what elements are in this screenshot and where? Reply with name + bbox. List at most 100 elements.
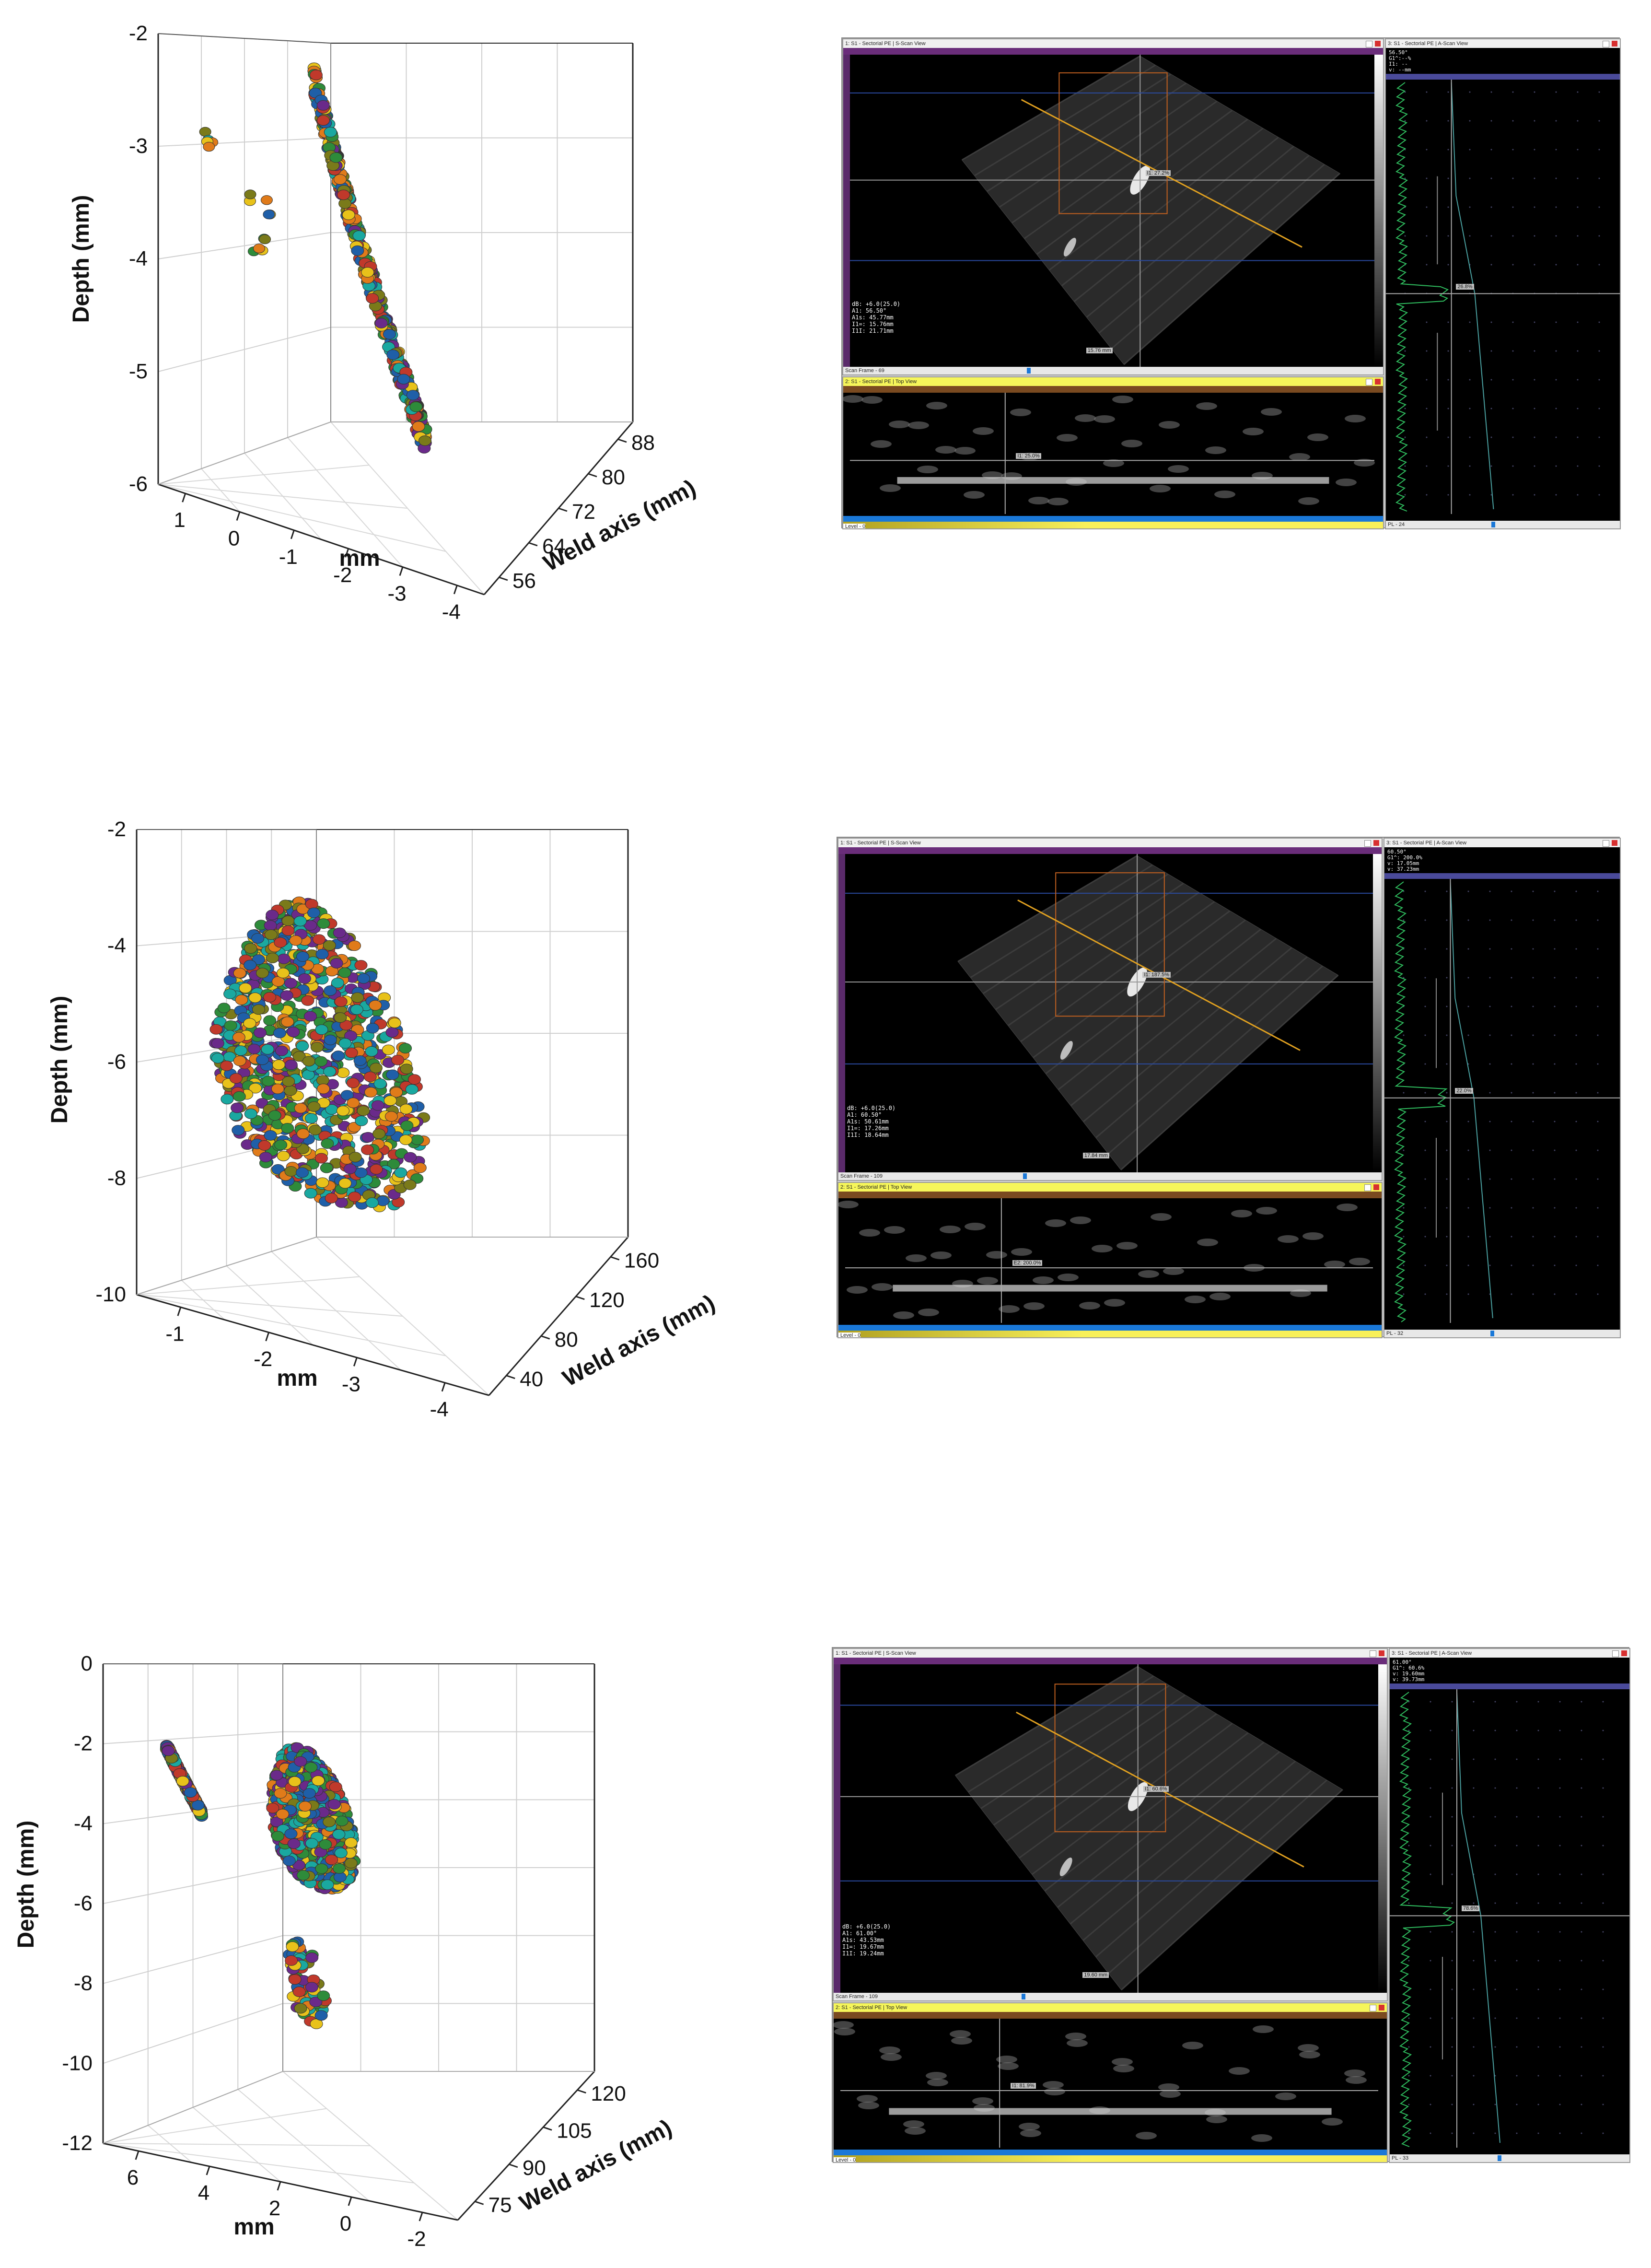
close-icon[interactable] bbox=[1379, 2005, 1384, 2011]
top-view-indication bbox=[964, 491, 985, 499]
grid-dot bbox=[1559, 2075, 1561, 2077]
data-point bbox=[353, 1055, 367, 1066]
maximize-icon[interactable] bbox=[1603, 840, 1609, 847]
grid-dot bbox=[1467, 1149, 1469, 1151]
top-view-indication bbox=[889, 421, 910, 428]
close-icon[interactable] bbox=[1612, 41, 1617, 47]
window-title: 3: S1 - Sectorial PE | A-Scan View bbox=[1388, 41, 1468, 47]
grid-dot bbox=[1467, 977, 1469, 979]
scroll-bar[interactable] bbox=[838, 1325, 1382, 1331]
close-icon[interactable] bbox=[1621, 1650, 1627, 1656]
close-icon[interactable] bbox=[1375, 379, 1381, 385]
grid-dot bbox=[1532, 1149, 1534, 1151]
maximize-icon[interactable] bbox=[1612, 1650, 1619, 1657]
grid-dot bbox=[1473, 2075, 1475, 2077]
pl-status[interactable]: PL - 24 bbox=[1386, 521, 1620, 528]
grid-dot bbox=[1602, 1758, 1604, 1760]
level-bar[interactable]: Level - 0 bbox=[838, 1331, 1382, 1337]
top-view-indication bbox=[1243, 428, 1264, 435]
readout-line: v: 19.60mm bbox=[1393, 1671, 1425, 1677]
data-point bbox=[288, 1974, 302, 1985]
close-icon[interactable] bbox=[1612, 840, 1617, 846]
x-tick-label: -2 bbox=[407, 2227, 426, 2251]
data-point bbox=[338, 1178, 352, 1189]
grid-dot bbox=[1490, 149, 1492, 151]
scan-frame-status[interactable]: Scan Frame - 109 bbox=[834, 1993, 1387, 2000]
grid-dot bbox=[1446, 1034, 1448, 1036]
grid-dot bbox=[1516, 1931, 1518, 1933]
ut-screenshot-top: 1: S1 - Sectorial PE | S-Scan View I1: 27… bbox=[841, 37, 1621, 529]
close-icon[interactable] bbox=[1375, 41, 1381, 47]
pl-slider-thumb[interactable] bbox=[1498, 2155, 1501, 2161]
close-icon[interactable] bbox=[1373, 1184, 1379, 1190]
sector-beam bbox=[970, 864, 1153, 979]
close-icon[interactable] bbox=[1373, 840, 1379, 846]
scan-frame-slider-thumb[interactable] bbox=[1026, 368, 1031, 374]
data-point bbox=[319, 1839, 332, 1850]
gridline bbox=[158, 465, 370, 485]
data-point bbox=[399, 1043, 412, 1054]
level-bar[interactable]: Level - 0 bbox=[834, 2155, 1387, 2162]
scroll-bar[interactable] bbox=[834, 2150, 1387, 2155]
maximize-icon[interactable] bbox=[1364, 840, 1371, 847]
horizontal-ruler bbox=[1390, 1683, 1629, 1689]
top-view-indication bbox=[1116, 1242, 1138, 1250]
data-point bbox=[348, 940, 361, 951]
grid-dot bbox=[1537, 1988, 1539, 1990]
data-point bbox=[400, 1064, 413, 1075]
scan-frame-status[interactable]: Scan Frame - 109 bbox=[838, 1172, 1382, 1180]
data-point bbox=[419, 435, 432, 446]
grid-dot bbox=[1469, 408, 1471, 409]
gridline bbox=[103, 2143, 371, 2146]
grid-dot bbox=[1516, 2075, 1518, 2077]
level-label: Level - 0 bbox=[843, 524, 866, 528]
close-icon[interactable] bbox=[1379, 1650, 1384, 1656]
pl-status[interactable]: PL - 32 bbox=[1384, 1330, 1620, 1337]
data-point bbox=[321, 1138, 334, 1149]
grid-dot bbox=[1534, 408, 1535, 409]
x-tick-label: 0 bbox=[340, 2212, 351, 2235]
maximize-icon[interactable] bbox=[1366, 41, 1372, 47]
maximize-icon[interactable] bbox=[1370, 1650, 1376, 1657]
gridline bbox=[158, 484, 408, 509]
horizontal-ruler bbox=[843, 48, 1383, 55]
y-tick-label: -12 bbox=[62, 2131, 93, 2155]
pl-status[interactable]: PL - 33 bbox=[1390, 2154, 1629, 2162]
grid-dot bbox=[1581, 2104, 1582, 2105]
scan-frame-slider-thumb[interactable] bbox=[1022, 1994, 1026, 1999]
grid-dot bbox=[1424, 1207, 1426, 1209]
level-bar[interactable]: Level - 0 bbox=[843, 522, 1383, 528]
top-view-indication bbox=[1067, 2039, 1088, 2047]
top-view-indication bbox=[1010, 409, 1031, 416]
amplitude-tag: 22.0% bbox=[1455, 1088, 1473, 1094]
grid-dot bbox=[1447, 379, 1449, 381]
data-point bbox=[256, 968, 269, 979]
grid-dot bbox=[1404, 120, 1406, 122]
pl-slider-thumb[interactable] bbox=[1490, 1331, 1494, 1336]
x-tick-label: 6 bbox=[127, 2166, 139, 2189]
grid-dot bbox=[1467, 1121, 1469, 1122]
maximize-icon[interactable] bbox=[1364, 1184, 1371, 1191]
scan-frame-slider-thumb[interactable] bbox=[1023, 1173, 1027, 1179]
maximize-icon[interactable] bbox=[1603, 41, 1609, 47]
grid-dot bbox=[1575, 948, 1577, 950]
data-point bbox=[343, 1163, 357, 1174]
grid-dot bbox=[1430, 1787, 1431, 1789]
grid-dot bbox=[1446, 1207, 1448, 1209]
maximize-icon[interactable] bbox=[1366, 379, 1372, 386]
y-tick-label: -6 bbox=[74, 1892, 93, 1915]
data-point bbox=[399, 1134, 412, 1146]
scan-frame-status[interactable]: Scan Frame - 69 bbox=[843, 367, 1383, 374]
data-point bbox=[270, 1816, 283, 1827]
top-view-indication bbox=[838, 1201, 859, 1208]
data-point bbox=[310, 1042, 324, 1052]
maximize-icon[interactable] bbox=[1370, 2005, 1376, 2011]
y-tick-label: -8 bbox=[107, 1167, 126, 1190]
grid-dot bbox=[1516, 2046, 1518, 2048]
grid-dot bbox=[1581, 1701, 1582, 1703]
sector-beam bbox=[1123, 173, 1340, 365]
data-point bbox=[263, 1015, 277, 1026]
pl-slider-thumb[interactable] bbox=[1491, 522, 1495, 527]
sector-beam bbox=[995, 882, 1184, 1010]
scroll-bar[interactable] bbox=[843, 516, 1383, 522]
